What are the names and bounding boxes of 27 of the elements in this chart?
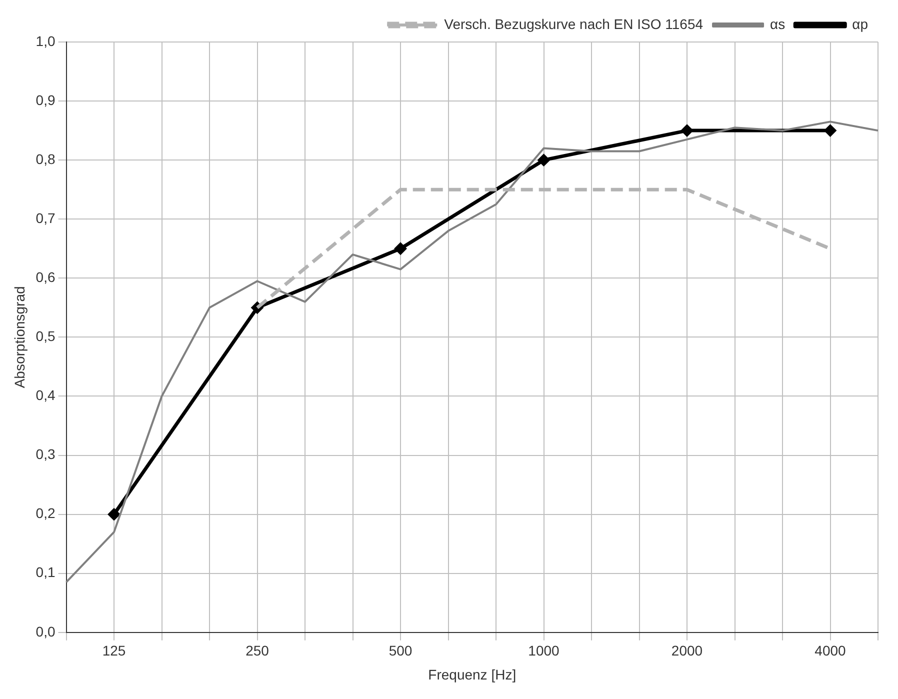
legend-label: Versch. Bezugskurve nach EN ISO 11654 xyxy=(444,16,704,32)
x-tick-label: 4000 xyxy=(814,642,846,659)
y-tick-label: 1,0 xyxy=(36,32,56,49)
legend-label: αp xyxy=(852,16,868,32)
y-tick-label: 0,1 xyxy=(36,564,56,580)
y-tick-label: 0,2 xyxy=(36,505,56,522)
x-tick-label: 2000 xyxy=(671,642,703,659)
point xyxy=(108,508,120,520)
point xyxy=(394,242,406,254)
x-tick-label: 250 xyxy=(246,642,270,659)
point xyxy=(824,124,836,136)
y-tick-label: 0,3 xyxy=(36,446,56,462)
y-tick-label: 0,8 xyxy=(36,150,56,167)
point xyxy=(681,124,693,136)
x-tick-label: 125 xyxy=(102,642,126,659)
y-tick-label: 0,5 xyxy=(36,328,56,344)
x-tick-label: 500 xyxy=(388,642,412,659)
legend-label: αs xyxy=(770,16,786,32)
y-tick-label: 0,4 xyxy=(36,387,56,404)
y-tick-label: 0,6 xyxy=(36,269,56,286)
point xyxy=(538,154,550,166)
x-axis-title: Frequenz [Hz] xyxy=(428,666,516,682)
x-tick-label: 1000 xyxy=(528,642,560,659)
y-tick-label: 0,7 xyxy=(36,210,56,226)
y-tick-label: 0,9 xyxy=(36,92,56,108)
y-tick-label: 0,0 xyxy=(36,623,56,640)
y-axis-title: Absorptionsgrad xyxy=(11,286,28,388)
